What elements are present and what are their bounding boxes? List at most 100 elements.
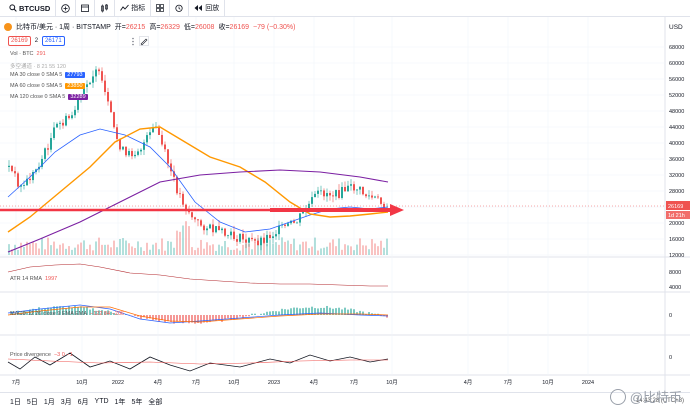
volume-bar [311, 246, 313, 255]
range-button-5[interactable]: YTD [94, 398, 109, 405]
price-tick-label: 52000 [669, 93, 684, 99]
candle-body [320, 190, 322, 192]
volume-bar [299, 244, 301, 255]
volume-bar [176, 230, 178, 255]
volume-bar [287, 240, 289, 255]
replay-button[interactable]: 回放 [189, 0, 226, 17]
replay-label: 回放 [205, 5, 220, 12]
chart-area[interactable]: USD 68000 60000 56000 52000 48000 44000 40000 36… [0, 17, 690, 392]
candle-body [140, 149, 142, 152]
candle-body [221, 228, 223, 231]
volume-bar [119, 238, 121, 255]
range-button-7[interactable]: 5年 [131, 398, 143, 406]
macd-histogram-bar [83, 307, 85, 315]
volume-bar [242, 244, 244, 255]
macd-legend: MACD 12 26 close 9 EMA EMA −122 84 −206 [10, 311, 124, 317]
watermark: @比特币 [609, 387, 682, 406]
macd-line [7, 304, 389, 324]
interval-button[interactable] [76, 0, 96, 17]
volume-bar [383, 247, 385, 255]
ask-price[interactable]: 26171 [42, 36, 65, 46]
arrow-shaft[interactable] [270, 208, 390, 212]
macd-histogram-bar [137, 315, 139, 317]
candle-body [218, 226, 220, 231]
volume-bar [155, 242, 157, 255]
volume-bar [359, 238, 361, 255]
bid-price[interactable]: 26169 [8, 36, 31, 46]
volume-bar [323, 247, 325, 255]
range-button-3[interactable]: 3月 [60, 398, 72, 406]
more-options-icon[interactable] [131, 37, 135, 46]
candle-body [203, 225, 205, 231]
range-button-4[interactable]: 6月 [77, 398, 89, 406]
price-tick-label: 20000 [669, 221, 684, 227]
candle-body [212, 224, 214, 233]
macd-histogram-bar [188, 315, 190, 324]
macd-histogram-bar [149, 315, 151, 319]
macd-histogram-bar [284, 309, 286, 315]
volume-bar [326, 246, 328, 255]
macd-histogram-bar [341, 309, 343, 315]
candle-body [104, 80, 106, 92]
candle-body [230, 231, 232, 236]
volume-bar [131, 246, 133, 255]
volume-bar [275, 242, 277, 255]
candle-body [158, 126, 160, 135]
macd-histogram-bar [329, 307, 331, 315]
candle-body [323, 190, 325, 197]
time-tick-label: 10月 [76, 379, 88, 386]
arrow-head[interactable] [390, 204, 404, 216]
symbol-search[interactable]: BTCUSD [4, 0, 57, 17]
macd-histogram-bar [308, 307, 310, 315]
time-tick-label: 7月 [504, 379, 513, 386]
macd-histogram-bar [44, 308, 46, 315]
range-button-1[interactable]: 5日 [26, 398, 38, 406]
macd-histogram-bar [275, 311, 277, 315]
range-button-0[interactable]: 1日 [10, 398, 21, 406]
indicators-button[interactable]: 指标 [115, 0, 152, 17]
macd-histogram-bar [173, 315, 175, 324]
currency-label[interactable]: USD [669, 24, 683, 31]
legend-open: 开=26215 [114, 24, 146, 31]
volume-bar [329, 242, 331, 255]
macd-histogram-bar [89, 309, 91, 315]
macd-histogram-bar [299, 308, 301, 315]
macd-histogram-bar [269, 311, 271, 315]
price-tick-label: 36000 [669, 157, 684, 163]
volume-bar [107, 244, 109, 255]
volume-bar [257, 238, 259, 255]
volume-bar [338, 238, 340, 255]
legend-change: −79 (−0.30%) [253, 23, 296, 31]
countdown-tag: 1d 21h [668, 213, 685, 219]
range-button-6[interactable]: 1年 [114, 398, 126, 406]
macd-histogram-bar [251, 313, 253, 315]
range-button-2[interactable]: 1月 [43, 398, 55, 406]
macd-histogram-bar [98, 310, 100, 315]
alert-button[interactable] [170, 0, 190, 17]
macd-histogram-bar [323, 307, 325, 315]
volume-bar [23, 247, 25, 255]
layout-button[interactable] [151, 0, 171, 17]
macd-histogram-bar [368, 312, 370, 315]
candle-body [101, 71, 103, 81]
volume-bar [185, 221, 187, 255]
chart-canvas[interactable]: USD6800060000560005200048000440004000036… [0, 17, 690, 392]
draw-pen-icon[interactable] [138, 36, 149, 46]
macd-histogram-bar [356, 312, 358, 315]
macd-histogram-bar [35, 309, 37, 315]
chart-type-button[interactable] [95, 0, 116, 17]
candle-body [23, 185, 25, 186]
current-price-tag-bg[interactable] [666, 201, 690, 210]
volume-bar [266, 244, 268, 255]
legend-high: 高=26329 [149, 24, 180, 31]
candle-body [350, 184, 352, 186]
volume-bar [380, 240, 382, 255]
add-symbol-button[interactable] [56, 0, 77, 17]
candle-body [134, 154, 136, 157]
current-price-tag[interactable]: 26169 [668, 204, 683, 210]
range-button-8[interactable]: 全部 [148, 398, 163, 406]
candle-body [11, 165, 13, 172]
volume-bar [17, 249, 19, 255]
candle-body [59, 122, 61, 124]
candle-body [377, 196, 379, 198]
